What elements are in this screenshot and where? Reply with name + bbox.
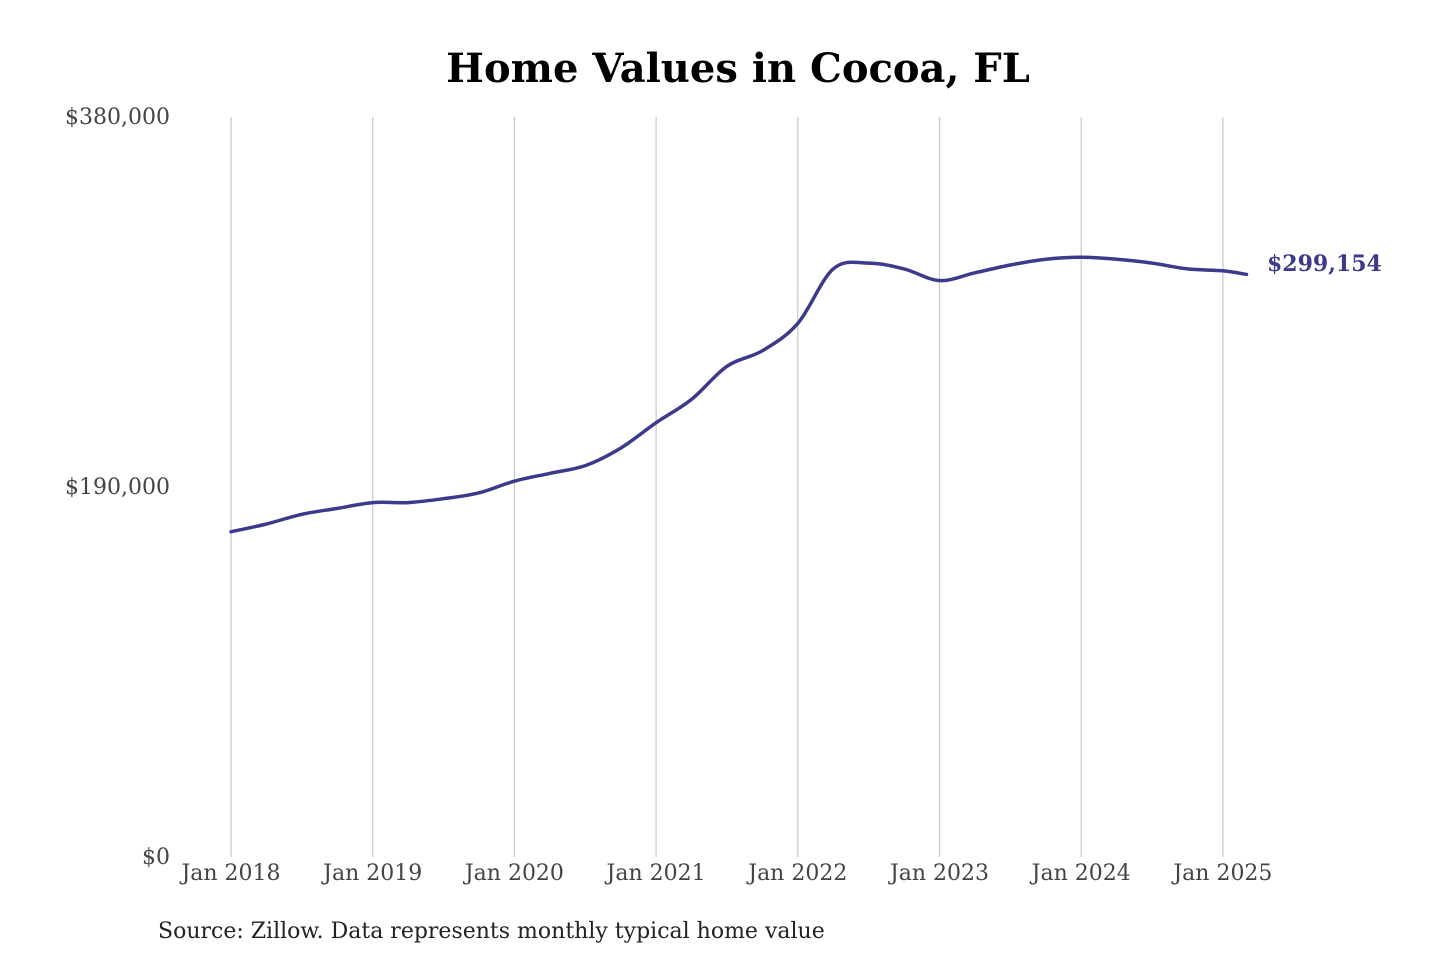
y-tick-label: $190,000 [65, 475, 170, 500]
gridlines [230, 117, 1224, 857]
x-tick-label: Jan 2024 [1030, 861, 1131, 886]
x-tick-label: Jan 2020 [463, 861, 564, 886]
end-value-label: $299,154 [1267, 251, 1382, 277]
source-note: Source: Zillow. Data represents monthly … [158, 919, 825, 944]
y-tick-label: $380,000 [65, 105, 170, 130]
home-value-line [229, 255, 1249, 534]
x-tick-label: Jan 2019 [321, 861, 422, 886]
y-axis-ticks: $0 $190,000 $380,000 [65, 105, 170, 870]
x-tick-label: Jan 2021 [605, 861, 706, 886]
x-tick-label: Jan 2023 [888, 861, 989, 886]
x-axis-ticks: Jan 2018 Jan 2019 Jan 2020 Jan 2021 Jan 2022… [179, 861, 1272, 886]
chart-title: Home Values in Cocoa, FL [446, 45, 1030, 92]
y-tick-label: $0 [142, 845, 170, 870]
series-layer [229, 255, 1249, 534]
x-tick-label: Jan 2025 [1171, 861, 1272, 886]
x-tick-label: Jan 2018 [179, 861, 280, 886]
x-tick-label: Jan 2022 [746, 861, 847, 886]
